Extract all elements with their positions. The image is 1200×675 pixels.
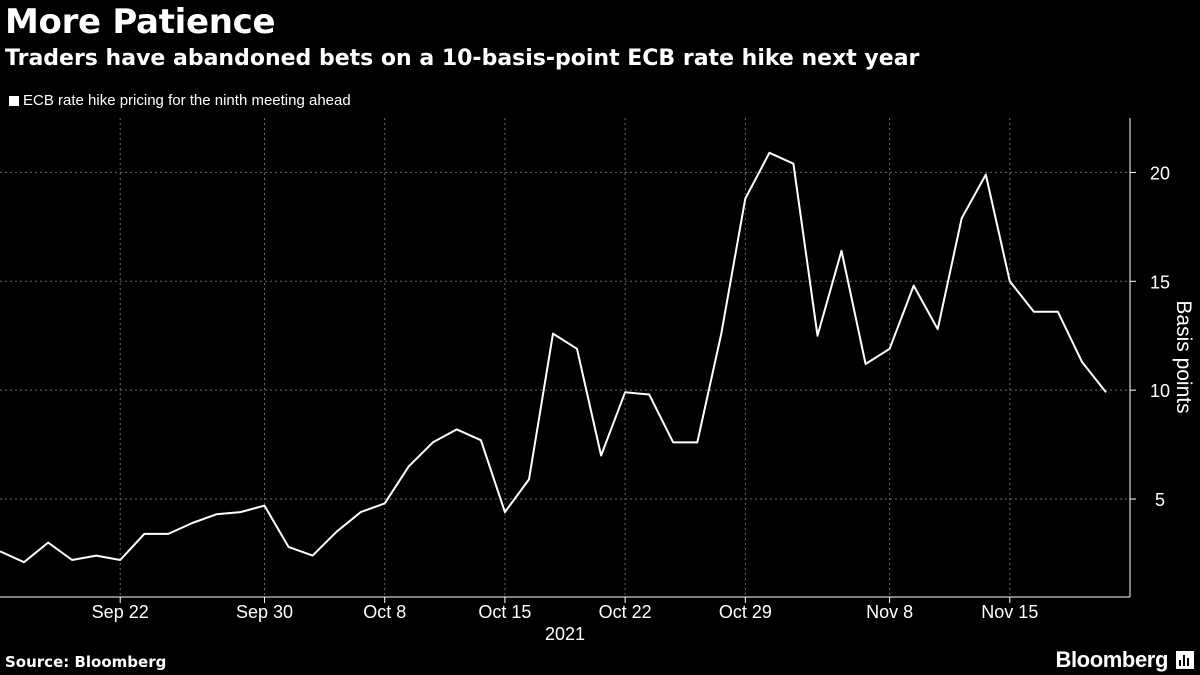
y-tick-label: 5 — [1155, 490, 1165, 510]
x-axis-labels: Sep 22 Sep 30 Oct 8 Oct 15 Oct 22 Oct 29 Nov 8… — [92, 602, 1039, 622]
x-tick-label: Sep 30 — [236, 602, 293, 622]
y-tick-label: 15 — [1150, 272, 1170, 292]
series-line — [0, 151, 1107, 564]
axes — [0, 118, 1136, 603]
x-tick-label: Nov 15 — [981, 602, 1038, 622]
chart-title: More Patience — [5, 2, 276, 42]
x-tick-label: Oct 22 — [599, 602, 652, 622]
series-layer — [0, 151, 1107, 564]
legend-label: ECB rate hike pricing for the ninth meet… — [23, 92, 351, 109]
x-axis-year-label: 2021 — [545, 624, 585, 644]
y-axis-labels: 5 10 15 20 — [1150, 163, 1170, 510]
bloomberg-chart-icon — [1176, 651, 1194, 669]
x-tick-label: Oct 29 — [719, 602, 772, 622]
y-tick-label: 10 — [1150, 381, 1170, 401]
x-tick-label: Sep 22 — [92, 602, 149, 622]
bloomberg-logo: Bloomberg — [1055, 647, 1168, 672]
chart-subtitle: Traders have abandoned bets on a 10-basi… — [5, 46, 920, 71]
y-axis-title: Basis points — [1172, 300, 1195, 413]
source-note: Source: Bloomberg — [5, 653, 167, 671]
legend-swatch — [9, 95, 19, 106]
x-tick-label: Nov 8 — [866, 602, 913, 622]
horizontal-gridlines — [0, 171, 1130, 500]
legend: ECB rate hike pricing for the ninth meet… — [9, 92, 351, 109]
x-tick-label: Oct 15 — [478, 602, 531, 622]
y-tick-label: 20 — [1150, 163, 1170, 183]
x-tick-label: Oct 8 — [363, 602, 406, 622]
